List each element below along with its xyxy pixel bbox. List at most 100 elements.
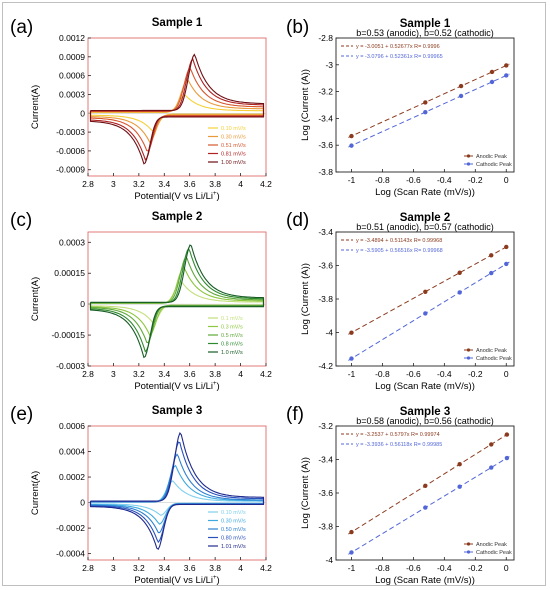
y-axis-label: Log (Current (A)) <box>300 263 311 335</box>
x-tick-label: 3 <box>111 563 116 573</box>
y-tick-label: -4 <box>325 555 333 565</box>
x-tick-label: 3.4 <box>158 563 170 573</box>
legend-entry: 0.1 mV/s <box>221 316 243 322</box>
x-tick-label: -0.2 <box>468 175 483 185</box>
panel-label: (a) <box>10 17 33 38</box>
legend-entry: 0.51 mV/s <box>221 143 246 149</box>
data-point <box>504 63 509 68</box>
legend-marker <box>466 154 471 158</box>
x-tick-label: -0.8 <box>375 175 390 185</box>
y-tick-label: -3.8 <box>318 522 333 532</box>
y-tick-label: -3.2 <box>318 87 333 97</box>
x-tick-label: 3.8 <box>209 563 221 573</box>
x-tick-label: 3.8 <box>209 369 221 379</box>
fit-line-1 <box>348 73 510 148</box>
data-point <box>423 483 428 488</box>
y-tick-label: 0 <box>80 108 85 118</box>
fit-equation: y = -3.5905 + 0.56516x R= 0.99968 <box>356 248 443 254</box>
y-tick-label: -2.8 <box>318 33 333 43</box>
cv-curve-4 <box>89 244 265 359</box>
x-tick-label: -0.2 <box>468 369 483 379</box>
panel-f: (f) Sample 3b=0.58 (anodic), b=0.56 (cath… <box>286 404 515 586</box>
data-point <box>349 529 354 535</box>
data-point <box>458 93 464 99</box>
x-tick-label: 0 <box>504 369 509 379</box>
panel-label: (d) <box>286 210 309 231</box>
y-tick-label: -3.8 <box>318 294 333 304</box>
chart-subtitle: b=0.53 (anodic), b=0.52 (cathodic) <box>356 28 494 38</box>
x-tick-label: 0 <box>504 563 509 573</box>
y-tick-label: -3.6 <box>318 140 333 150</box>
x-tick-label: -0.6 <box>406 175 421 185</box>
y-tick-label: -0.0002 <box>56 523 85 533</box>
data-point <box>349 143 354 148</box>
data-point <box>423 109 428 115</box>
x-axis-label-superscript: + <box>213 191 217 197</box>
x-tick-label: 3.8 <box>209 179 221 189</box>
data-point <box>489 253 494 258</box>
x-axis-label: Log (Scan Rate (mV/s)) <box>375 187 475 198</box>
y-tick-label: -3 <box>325 60 333 70</box>
x-tick-label: -1 <box>348 175 356 185</box>
data-point <box>457 270 462 275</box>
y-tick-label: 0.0002 <box>59 472 85 482</box>
y-tick-label: 0.0012 <box>59 33 85 43</box>
x-axis-label-end: ) <box>217 575 220 586</box>
x-tick-label: 4 <box>238 369 243 379</box>
x-axis-label-main: Potential(V vs Li/Li <box>134 381 213 392</box>
chart-title: Sample 2 <box>400 212 451 224</box>
panel-label: (c) <box>10 210 32 231</box>
panel-b: (b) Sample 1b=0.53 (anodic), b=0.52 (cath… <box>286 17 515 198</box>
legend-entry: 0.30 mV/s <box>221 519 246 525</box>
x-tick-label: -1 <box>348 563 356 573</box>
data-point <box>504 261 509 267</box>
data-point <box>504 455 510 461</box>
data-point <box>489 270 494 276</box>
legend-entry: 0.3 mV/s <box>221 325 243 331</box>
x-axis-label: Potential(V vs Li/Li+) <box>134 575 219 586</box>
x-tick-label: 3.6 <box>184 369 196 379</box>
y-tick-label: -0.00015 <box>51 330 85 340</box>
chart-subtitle: b=0.58 (anodic), b=0.56 (cathodic) <box>356 416 494 426</box>
x-tick-label: 4.2 <box>260 179 272 189</box>
x-tick-label: 3.2 <box>133 179 145 189</box>
x-tick-label: 3.6 <box>184 563 196 573</box>
legend-marker <box>466 356 471 360</box>
data-point <box>504 73 509 78</box>
fit-line-0 <box>348 432 510 535</box>
legend-entry: 0.30 mV/s <box>221 135 246 141</box>
y-tick-label: 0.00015 <box>54 268 85 278</box>
x-tick-label: -1 <box>348 369 356 379</box>
panel-label: (b) <box>286 17 309 38</box>
y-axis-label: Current(A) <box>30 277 41 321</box>
panel-d: (d) Sample 2b=0.51 (anodic), b=0.57 (cath… <box>286 210 515 392</box>
y-tick-label: -0.0003 <box>56 127 85 137</box>
legend-entry: 1.01 mV/s <box>221 544 246 550</box>
data-point <box>349 356 354 361</box>
x-tick-label: 4.2 <box>260 563 272 573</box>
y-tick-label: 0.0004 <box>59 447 85 457</box>
legend-entry: Anodic Peak <box>476 154 507 160</box>
panel-label: (e) <box>10 404 33 425</box>
x-tick-label: 2.8 <box>82 563 94 573</box>
x-tick-label: 3 <box>111 179 116 189</box>
x-tick-label: 4 <box>238 563 243 573</box>
y-axis-label: Log (Current (A)) <box>300 69 311 141</box>
legend-entry: 0.50 mV/s <box>221 527 246 533</box>
y-axis-label: Current(A) <box>30 85 41 129</box>
plot-frame <box>87 37 267 177</box>
legend-entry: 0.80 mV/s <box>221 536 246 542</box>
y-tick-label: -3.2 <box>318 421 333 431</box>
x-tick-label: -0.8 <box>375 563 390 573</box>
fit-equation: y = -3.2537 + 0.5797x R= 0.99974 <box>356 432 440 438</box>
legend-entry: 0.8 mV/s <box>221 342 243 348</box>
fit-line-0 <box>348 63 510 138</box>
x-tick-label: 0 <box>504 175 509 185</box>
plot-frame <box>87 231 267 367</box>
legend-marker <box>466 348 471 352</box>
y-tick-label: 0.0006 <box>59 421 85 431</box>
x-tick-label: -0.2 <box>468 563 483 573</box>
data-point <box>349 133 354 139</box>
y-tick-label: -0.0006 <box>56 146 85 156</box>
